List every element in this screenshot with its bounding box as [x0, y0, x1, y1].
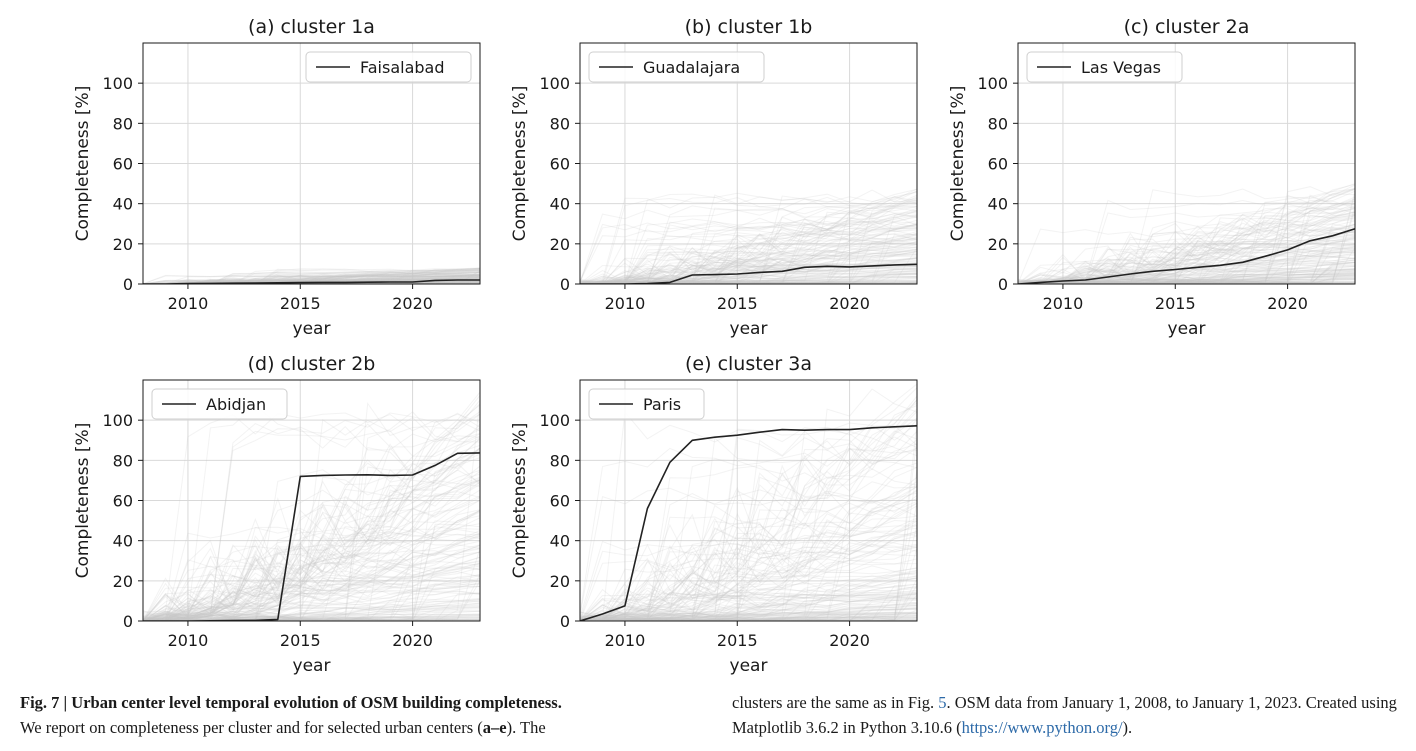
y-tick-label: 100 [102, 411, 133, 430]
y-tick-label: 20 [988, 235, 1008, 254]
x-axis-label: year [1168, 319, 1206, 339]
y-tick-label: 100 [102, 74, 133, 93]
x-tick-label: 2015 [280, 631, 321, 650]
legend-box [1026, 51, 1183, 83]
y-tick-label: 40 [550, 195, 570, 214]
y-tick-label: 0 [998, 275, 1008, 294]
x-axis-label: year [730, 319, 768, 339]
background-trajectories [143, 391, 480, 621]
series-line-paris [580, 425, 917, 621]
y-tick-label: 60 [550, 492, 570, 511]
figure-reference-link[interactable]: 5 [938, 693, 947, 712]
x-tick-label: 2010 [605, 294, 646, 313]
figure-caption: Fig. 7 | Urban center level temporal evo… [20, 690, 1410, 748]
y-tick-label: 40 [988, 195, 1008, 214]
panel-2: 2010 2015 2020 0 20 40 60 80 100 year Completeness… [948, 16, 1356, 339]
y-axis-label: Completeness [%] [948, 86, 968, 242]
y-tick-label: 60 [988, 155, 1008, 174]
y-axis-label: Completeness [%] [73, 423, 93, 579]
y-tick-label: 100 [539, 411, 570, 430]
y-tick-label: 60 [113, 155, 133, 174]
panel-0: 2010 2015 2020 0 20 40 60 80 100 year Completeness… [73, 16, 481, 339]
y-tick-label: 80 [113, 451, 133, 470]
y-tick-label: 20 [113, 572, 133, 591]
y-tick-label: 60 [113, 492, 133, 511]
x-tick-label: 2010 [1043, 294, 1084, 313]
x-tick-label: 2010 [168, 631, 209, 650]
x-tick-label: 2020 [829, 631, 870, 650]
y-tick-label: 20 [550, 235, 570, 254]
y-tick-label: 100 [977, 74, 1008, 93]
caption-text-left-end: ). The [506, 718, 546, 737]
background-trajectories [580, 383, 917, 621]
x-tick-label: 2015 [280, 294, 321, 313]
y-tick-label: 40 [550, 532, 570, 551]
legend-label: Faisalabad [360, 58, 445, 77]
y-axis-label: Completeness [%] [510, 423, 530, 579]
x-tick-label: 2015 [717, 294, 758, 313]
y-tick-label: 20 [113, 235, 133, 254]
y-tick-label: 60 [550, 155, 570, 174]
panel-3: 2010 2015 2020 0 20 40 60 80 100 year Completeness… [73, 353, 481, 676]
x-tick-label: 2020 [392, 294, 433, 313]
y-tick-label: 0 [123, 612, 133, 631]
caption-text-left: We report on completeness per cluster an… [20, 718, 483, 737]
caption-right-column: clusters are the same as in Fig. 5. OSM … [732, 690, 1416, 740]
caption-text-right-1: clusters are the same as in Fig. [732, 693, 939, 712]
caption-lead: Fig. 7 | Urban center level temporal evo… [20, 693, 562, 712]
series-line-las-vegas [1018, 228, 1355, 284]
y-tick-label: 100 [539, 74, 570, 93]
legend-box [305, 51, 472, 83]
x-tick-label: 2020 [1267, 294, 1308, 313]
legend-label: Guadalajara [643, 58, 740, 77]
y-tick-label: 40 [113, 532, 133, 551]
panel-title: (b) cluster 1b [685, 16, 813, 38]
panel-title: (e) cluster 3a [685, 353, 812, 375]
x-tick-label: 2020 [392, 631, 433, 650]
y-axis-label: Completeness [%] [510, 86, 530, 242]
caption-text-right-2: . OSM data from January 1, 2008, to Janu… [732, 693, 1397, 737]
legend-label: Las Vegas [1081, 58, 1161, 77]
legend-box [588, 388, 705, 420]
x-axis-label: year [730, 656, 768, 676]
legend-label: Abidjan [206, 395, 266, 414]
legend-box [588, 51, 765, 83]
y-tick-label: 80 [550, 114, 570, 133]
x-tick-label: 2015 [1155, 294, 1196, 313]
y-tick-label: 0 [560, 275, 570, 294]
y-tick-label: 0 [123, 275, 133, 294]
x-tick-label: 2020 [829, 294, 870, 313]
y-tick-label: 80 [113, 114, 133, 133]
x-axis-label: year [293, 656, 331, 676]
y-axis-label: Completeness [%] [73, 86, 93, 242]
caption-text-right-end: ). [1122, 718, 1133, 737]
x-tick-label: 2015 [717, 631, 758, 650]
panel-1: 2010 2015 2020 0 20 40 60 80 100 year Completeness… [510, 16, 918, 339]
caption-left-column: Fig. 7 | Urban center level temporal evo… [20, 690, 710, 740]
y-tick-label: 0 [560, 612, 570, 631]
background-trajectories [580, 188, 917, 284]
panel-title: (a) cluster 1a [248, 16, 375, 38]
legend-box [151, 388, 288, 420]
caption-panel-range: a–e [482, 718, 507, 737]
panel-title: (d) cluster 2b [248, 353, 376, 375]
panel-title: (c) cluster 2a [1124, 16, 1250, 38]
python-url-link[interactable]: https://www.python.org/ [961, 718, 1123, 737]
y-tick-label: 80 [550, 451, 570, 470]
y-tick-label: 40 [113, 195, 133, 214]
panel-4: 2010 2015 2020 0 20 40 60 80 100 year Completeness… [510, 353, 918, 676]
figure: 2010 2015 2020020406080100yearCompleteness… [73, 16, 1356, 676]
x-tick-label: 2010 [605, 631, 646, 650]
y-tick-label: 80 [988, 114, 1008, 133]
x-axis-label: year [293, 319, 331, 339]
legend-label: Paris [643, 395, 681, 414]
x-tick-label: 2010 [168, 294, 209, 313]
y-tick-label: 20 [550, 572, 570, 591]
